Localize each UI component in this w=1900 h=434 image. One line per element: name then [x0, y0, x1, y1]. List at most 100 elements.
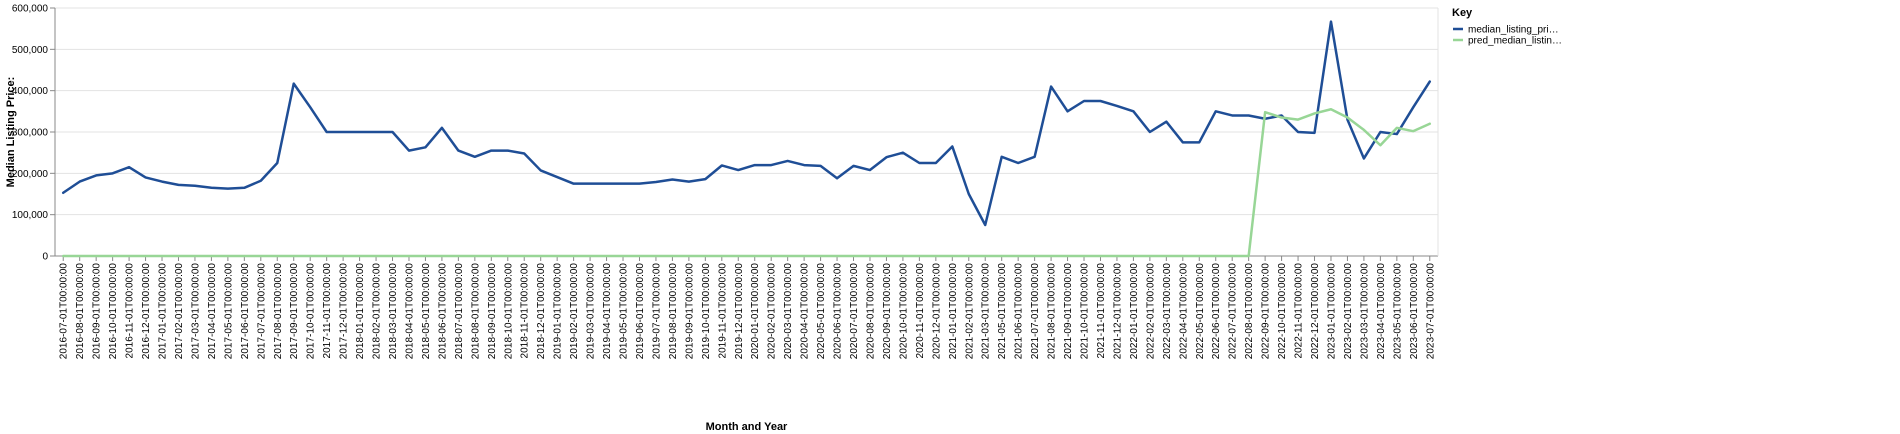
- x-tick-label: 2023-02-01T00:00:00: [1343, 263, 1354, 360]
- x-tick-label: 2020-11-01T00:00:00: [915, 263, 926, 359]
- x-tick-label: 2020-07-01T00:00:00: [849, 263, 860, 360]
- x-tick-label: 2017-11-01T00:00:00: [322, 263, 333, 359]
- x-tick-label: 2016-11-01T00:00:00: [125, 263, 136, 359]
- x-tick-label: 2021-11-01T00:00:00: [1096, 263, 1107, 359]
- x-tick-label: 2020-02-01T00:00:00: [767, 263, 778, 360]
- x-tick-label: 2018-07-01T00:00:00: [454, 263, 465, 360]
- x-tick-label: 2019-03-01T00:00:00: [586, 263, 597, 360]
- y-tick-label: 100,000: [12, 210, 49, 221]
- series-line-2: [61, 108, 1432, 258]
- x-tick-label: 2021-06-01T00:00:00: [1014, 263, 1025, 360]
- x-tick-label: 2017-02-01T00:00:00: [174, 263, 185, 360]
- x-tick-label: 2020-12-01T00:00:00: [931, 263, 942, 360]
- x-axis-ticks: 2016-07-01T00:00:00 2016-08-01T00:00:00 20…: [59, 256, 1436, 360]
- x-tick-label: 2017-09-01T00:00:00: [289, 263, 300, 360]
- y-axis-title: Median Listing Price:: [5, 77, 17, 188]
- x-tick-label: 2021-10-01T00:00:00: [1080, 263, 1091, 360]
- x-tick-label: 2017-05-01T00:00:00: [223, 263, 234, 360]
- x-tick-label: 2020-03-01T00:00:00: [783, 263, 794, 360]
- x-tick-label: 2022-09-01T00:00:00: [1261, 263, 1272, 360]
- y-axis-ticks: 0 100,000 200,000 300,000 400,000 500,000 600,…: [12, 4, 55, 263]
- x-tick-label: 2022-03-01T00:00:00: [1162, 263, 1173, 360]
- x-tick-label: 2022-11-01T00:00:00: [1294, 263, 1305, 359]
- x-tick-label: 2021-02-01T00:00:00: [964, 263, 975, 360]
- x-tick-label: 2017-12-01T00:00:00: [339, 263, 350, 360]
- x-tick-label: 2022-08-01T00:00:00: [1244, 263, 1255, 360]
- series-line-1: [61, 20, 1432, 227]
- y-tick-label: 200,000: [12, 169, 49, 180]
- x-tick-label: 2022-02-01T00:00:00: [1145, 263, 1156, 360]
- x-tick-label: 2018-03-01T00:00:00: [388, 263, 399, 360]
- x-tick-label: 2021-07-01T00:00:00: [1030, 263, 1041, 360]
- x-tick-label: 2016-09-01T00:00:00: [92, 263, 103, 360]
- legend: Key median_listing_pri…pred_median_listi…: [1452, 7, 1562, 47]
- x-tick-label: 2021-03-01T00:00:00: [981, 263, 992, 360]
- x-tick-label: 2019-10-01T00:00:00: [701, 263, 712, 360]
- x-tick-label: 2019-01-01T00:00:00: [553, 263, 564, 360]
- x-tick-label: 2018-04-01T00:00:00: [404, 263, 415, 360]
- x-tick-label: 2019-08-01T00:00:00: [668, 263, 679, 360]
- legend-label: pred_median_listin…: [1468, 36, 1562, 47]
- x-tick-label: 2019-05-01T00:00:00: [619, 263, 630, 360]
- y-tick-label: 400,000: [12, 86, 49, 97]
- x-tick-label: 2021-05-01T00:00:00: [997, 263, 1008, 360]
- x-tick-label: 2018-08-01T00:00:00: [470, 263, 481, 360]
- x-tick-label: 2019-02-01T00:00:00: [569, 263, 580, 360]
- x-tick-label: 2018-06-01T00:00:00: [437, 263, 448, 360]
- x-tick-label: 2018-12-01T00:00:00: [536, 263, 547, 360]
- x-tick-label: 2020-09-01T00:00:00: [882, 263, 893, 360]
- y-tick-label: 0: [42, 252, 48, 263]
- legend-title: Key: [1452, 7, 1473, 19]
- x-tick-label: 2020-08-01T00:00:00: [865, 263, 876, 360]
- legend-label: median_listing_pri…: [1468, 25, 1559, 36]
- x-tick-label: 2020-05-01T00:00:00: [816, 263, 827, 360]
- x-tick-label: 2019-04-01T00:00:00: [602, 263, 613, 360]
- x-tick-label: 2019-11-01T00:00:00: [717, 263, 728, 359]
- x-tick-label: 2018-09-01T00:00:00: [487, 263, 498, 360]
- y-tick-label: 300,000: [12, 128, 49, 139]
- x-tick-label: 2021-09-01T00:00:00: [1063, 263, 1074, 360]
- x-tick-label: 2021-01-01T00:00:00: [948, 263, 959, 360]
- x-tick-label: 2017-10-01T00:00:00: [306, 263, 317, 360]
- x-axis-title: Month and Year: [706, 421, 788, 433]
- x-tick-label: 2018-05-01T00:00:00: [421, 263, 432, 360]
- x-tick-label: 2018-11-01T00:00:00: [520, 263, 531, 359]
- x-tick-label: 2020-06-01T00:00:00: [833, 263, 844, 360]
- x-tick-label: 2020-01-01T00:00:00: [750, 263, 761, 360]
- y-tick-label: 500,000: [12, 45, 49, 56]
- x-tick-label: 2018-10-01T00:00:00: [503, 263, 514, 360]
- x-tick-label: 2021-08-01T00:00:00: [1047, 263, 1058, 360]
- x-tick-label: 2017-04-01T00:00:00: [207, 263, 218, 360]
- x-tick-label: 2019-06-01T00:00:00: [635, 263, 646, 360]
- legend-entries: median_listing_pri…pred_median_listin…: [1453, 25, 1562, 47]
- x-tick-label: 2021-12-01T00:00:00: [1112, 263, 1123, 360]
- x-tick-label: 2023-04-01T00:00:00: [1376, 263, 1387, 360]
- x-tick-label: 2022-01-01T00:00:00: [1129, 263, 1140, 360]
- x-tick-label: 2022-10-01T00:00:00: [1277, 263, 1288, 360]
- x-tick-label: 2022-07-01T00:00:00: [1228, 263, 1239, 360]
- x-tick-label: 2023-03-01T00:00:00: [1359, 263, 1370, 360]
- x-tick-label: 2022-05-01T00:00:00: [1195, 263, 1206, 360]
- x-tick-label: 2017-06-01T00:00:00: [240, 263, 251, 360]
- x-tick-label: 2019-09-01T00:00:00: [684, 263, 695, 360]
- x-tick-label: 2017-08-01T00:00:00: [273, 263, 284, 360]
- x-tick-label: 2018-01-01T00:00:00: [355, 263, 366, 360]
- x-tick-label: 2023-07-01T00:00:00: [1425, 263, 1436, 360]
- x-tick-label: 2017-07-01T00:00:00: [256, 263, 267, 360]
- x-tick-label: 2022-06-01T00:00:00: [1211, 263, 1222, 360]
- x-tick-label: 2023-06-01T00:00:00: [1409, 263, 1420, 360]
- x-tick-label: 2016-10-01T00:00:00: [108, 263, 119, 360]
- x-tick-label: 2022-12-01T00:00:00: [1310, 263, 1321, 360]
- x-tick-label: 2017-01-01T00:00:00: [158, 263, 169, 360]
- x-tick-label: 2023-05-01T00:00:00: [1392, 263, 1403, 360]
- x-tick-label: 2019-07-01T00:00:00: [651, 263, 662, 360]
- x-tick-label: 2016-12-01T00:00:00: [141, 263, 152, 360]
- x-tick-label: 2022-04-01T00:00:00: [1178, 263, 1189, 360]
- x-tick-label: 2018-02-01T00:00:00: [372, 263, 383, 360]
- x-tick-label: 2019-12-01T00:00:00: [734, 263, 745, 360]
- gridlines: [55, 7, 1438, 257]
- x-tick-label: 2017-03-01T00:00:00: [190, 263, 201, 360]
- x-tick-label: 2016-07-01T00:00:00: [59, 263, 70, 360]
- series-lines: [61, 20, 1432, 258]
